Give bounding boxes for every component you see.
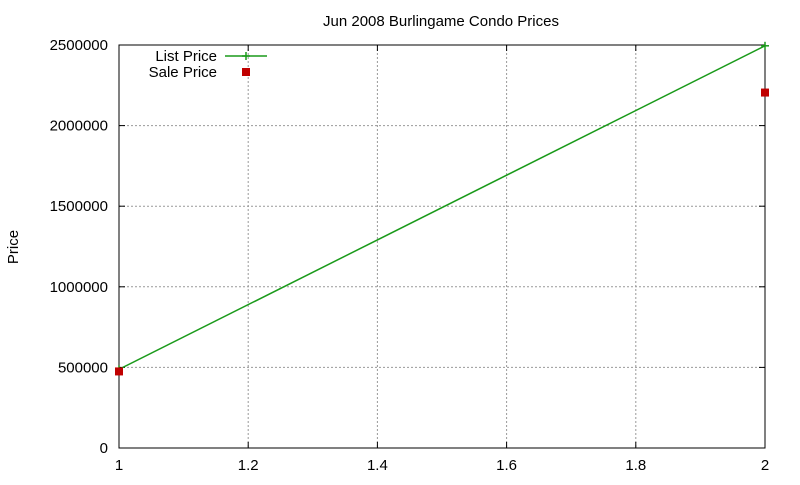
y-tick-label: 2500000 [50, 37, 108, 54]
data-series [115, 41, 769, 376]
y-tick-label: 1500000 [50, 198, 108, 215]
x-tick-label: 1 [115, 457, 123, 474]
legend-label: List Price [155, 48, 217, 65]
plot-frame [118, 44, 766, 449]
x-tick-label: 2 [761, 457, 769, 474]
chart-title: Jun 2008 Burlingame Condo Prices [323, 13, 559, 30]
x-tick-label: 1.4 [367, 457, 388, 474]
y-tick-label: 1000000 [50, 279, 108, 296]
list-price-line [118, 45, 766, 371]
x-tick-label: 1.2 [238, 457, 259, 474]
legend-label: Sale Price [149, 64, 217, 81]
grid-lines [119, 45, 765, 448]
y-axis-label: Price [5, 230, 22, 264]
sale-price-point [115, 367, 123, 376]
x-tick-label: 1.8 [625, 457, 646, 474]
list-price-point [761, 41, 769, 50]
y-tick-label: 2000000 [50, 118, 108, 135]
legend-marker [242, 68, 250, 76]
y-tick-label: 0 [100, 440, 108, 457]
plot-axes: 1 1.2 1.4 1.6 1.8 2 0 500000 1000000 1500000 20000… [50, 37, 770, 474]
legend-marker [242, 52, 250, 60]
y-tick-label: 500000 [58, 359, 108, 376]
x-tick-label: 1.6 [496, 457, 517, 474]
sale-price-point [761, 88, 769, 97]
